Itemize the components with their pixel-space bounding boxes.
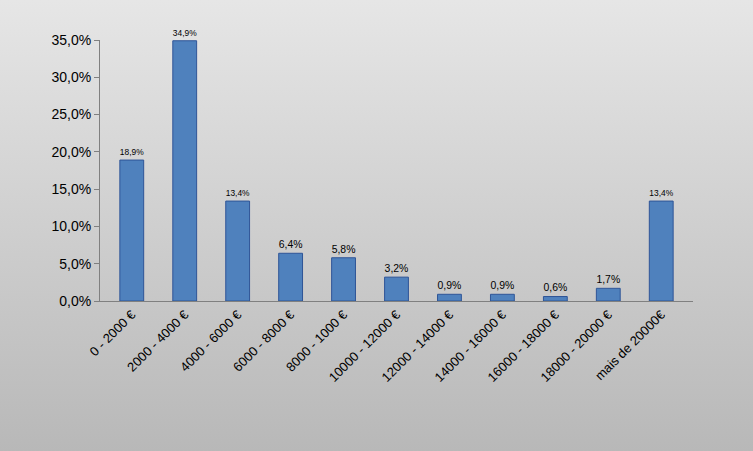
svg-text:16000 - 18000 €: 16000 - 18000 € bbox=[484, 307, 562, 385]
svg-text:10000 - 12000 €: 10000 - 12000 € bbox=[326, 307, 404, 385]
svg-text:20,0%: 20,0% bbox=[51, 144, 91, 160]
svg-text:6,4%: 6,4% bbox=[279, 239, 303, 250]
svg-text:10,0%: 10,0% bbox=[51, 218, 91, 234]
svg-text:5,8%: 5,8% bbox=[332, 244, 356, 255]
svg-text:25,0%: 25,0% bbox=[51, 106, 91, 122]
svg-text:18,9%: 18,9% bbox=[120, 147, 144, 157]
svg-text:0,0%: 0,0% bbox=[59, 293, 91, 309]
svg-text:14000 - 16000 €: 14000 - 16000 € bbox=[432, 307, 510, 385]
svg-text:34,9%: 34,9% bbox=[173, 28, 197, 38]
svg-text:13,4%: 13,4% bbox=[649, 188, 673, 198]
svg-text:18000 - 20000 €: 18000 - 20000 € bbox=[537, 307, 615, 385]
svg-text:mais de 20000€: mais de 20000€ bbox=[592, 307, 669, 384]
svg-text:35,0%: 35,0% bbox=[51, 32, 91, 48]
svg-text:30,0%: 30,0% bbox=[51, 69, 91, 85]
svg-text:13,4%: 13,4% bbox=[226, 188, 250, 198]
svg-text:2000 - 4000 €: 2000 - 4000 € bbox=[124, 307, 192, 375]
svg-text:5,0%: 5,0% bbox=[59, 256, 91, 272]
svg-text:15,0%: 15,0% bbox=[51, 181, 91, 197]
svg-text:8000 - 1000 €: 8000 - 1000 € bbox=[283, 307, 351, 375]
svg-text:0,9%: 0,9% bbox=[438, 280, 462, 291]
svg-text:0,9%: 0,9% bbox=[490, 280, 514, 291]
svg-text:1,7%: 1,7% bbox=[596, 274, 620, 285]
svg-text:0 - 2000 €: 0 - 2000 € bbox=[86, 307, 139, 360]
svg-text:3,2%: 3,2% bbox=[385, 263, 409, 274]
svg-text:4000 - 6000 €: 4000 - 6000 € bbox=[177, 307, 245, 375]
svg-text:6000 - 8000 €: 6000 - 8000 € bbox=[230, 307, 298, 375]
svg-text:0,6%: 0,6% bbox=[543, 282, 567, 293]
svg-text:12000 - 14000 €: 12000 - 14000 € bbox=[379, 307, 457, 385]
